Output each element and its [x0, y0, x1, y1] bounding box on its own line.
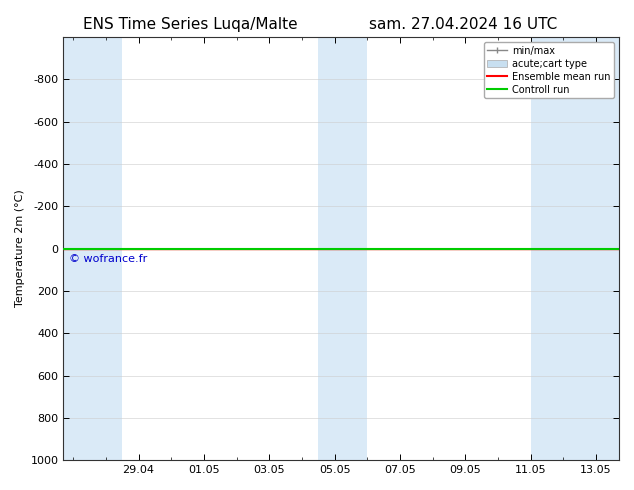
Text: ENS Time Series Luqa/Malte: ENS Time Series Luqa/Malte: [83, 17, 297, 32]
Bar: [318, 37, 367, 460]
Legend: min/max, acute;cart type, Ensemble mean run, Controll run: min/max, acute;cart type, Ensemble mean …: [484, 42, 614, 98]
Bar: [63, 37, 122, 460]
Y-axis label: Temperature 2m (°C): Temperature 2m (°C): [15, 190, 25, 307]
Bar: [531, 37, 619, 460]
Text: © wofrance.fr: © wofrance.fr: [69, 254, 147, 264]
Text: sam. 27.04.2024 16 UTC: sam. 27.04.2024 16 UTC: [369, 17, 557, 32]
